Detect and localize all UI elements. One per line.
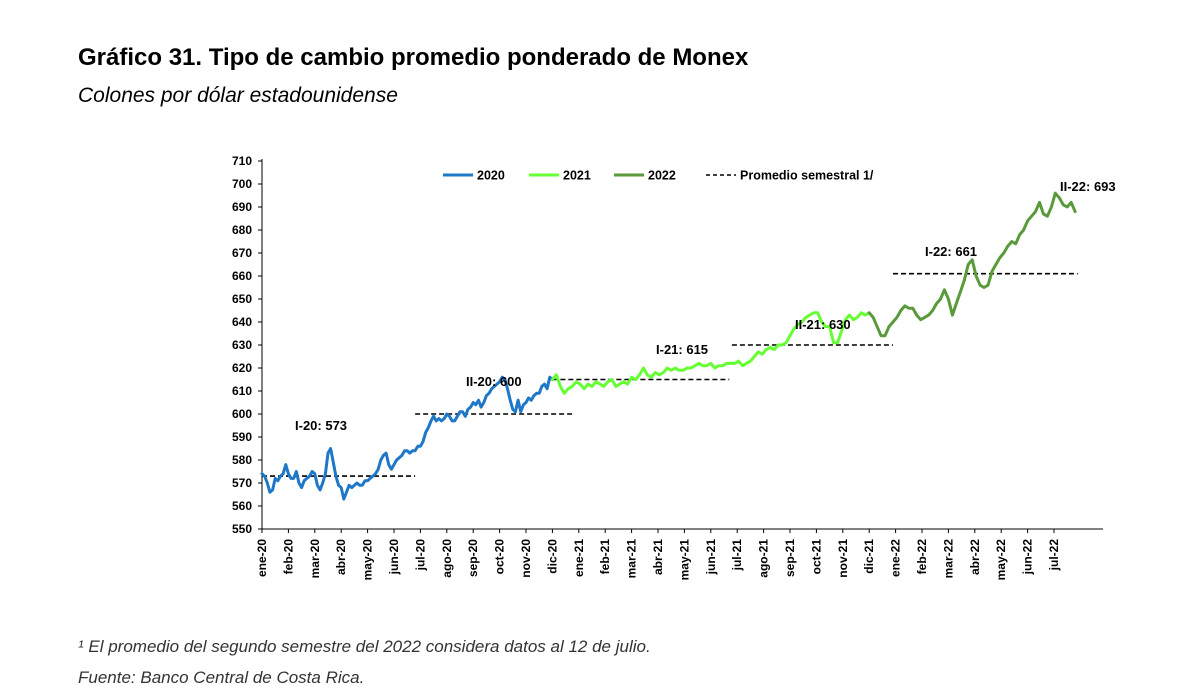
y-tick-label: 610 (232, 384, 252, 398)
legend-label: 2022 (648, 169, 676, 183)
x-tick-label: may-21 (677, 539, 691, 581)
x-tick-label: oct-21 (809, 539, 823, 575)
x-tick-label: jul-22 (1047, 539, 1061, 572)
semester-average-label: I-22: 661 (925, 244, 977, 259)
x-tick-label: dic-20 (545, 539, 559, 574)
footnote: ¹ El promedio del segundo semestre del 2… (78, 637, 651, 656)
y-tick-label: 570 (232, 476, 252, 490)
x-tick-label: ene-20 (255, 539, 269, 577)
x-tick-label: abr-20 (334, 539, 348, 575)
y-tick-label: 710 (232, 154, 252, 168)
series-line-2022 (867, 191, 1077, 338)
x-tick-label: jul-21 (730, 539, 744, 572)
x-tick-label: sep-21 (783, 539, 797, 577)
y-tick-label: 550 (232, 522, 252, 536)
x-tick-label: mar-20 (308, 539, 322, 579)
legend-label: 2021 (563, 169, 591, 183)
semester-average-label: II-20: 600 (466, 374, 522, 389)
x-tick-label: mar-21 (625, 539, 639, 579)
x-tick-label: abr-22 (968, 539, 982, 575)
y-tick-label: 590 (232, 430, 252, 444)
x-tick-label: ene-21 (572, 539, 586, 577)
y-tick-label: 580 (232, 453, 252, 467)
x-tick-label: ago-21 (757, 539, 771, 578)
x-tick-label: jun-21 (704, 539, 718, 576)
y-tick-label: 620 (232, 361, 252, 375)
x-tick-label: jul-20 (413, 539, 427, 572)
chart-title: Gráfico 31. Tipo de cambio promedio pond… (78, 44, 749, 71)
x-tick-label: jun-22 (1021, 539, 1035, 576)
y-tick-label: 680 (232, 223, 252, 237)
semester-average-label: II-22: 693 (1060, 179, 1116, 194)
y-tick-label: 560 (232, 499, 252, 513)
x-tick-label: may-22 (994, 539, 1008, 581)
semester-average-label: II-21: 630 (795, 317, 851, 332)
semester-average-label: I-21: 615 (656, 342, 708, 357)
x-tick-label: dic-21 (862, 539, 876, 574)
x-tick-label: oct-20 (493, 539, 507, 575)
y-tick-label: 640 (232, 315, 252, 329)
x-tick-label: feb-21 (598, 539, 612, 575)
semester-average-label: I-20: 573 (295, 418, 347, 433)
x-tick-label: may-20 (361, 539, 375, 581)
x-tick-label: ene-22 (889, 539, 903, 577)
y-tick-label: 700 (232, 177, 252, 191)
series-line-2021 (550, 311, 871, 395)
legend-label: 2020 (477, 169, 505, 183)
y-tick-label: 650 (232, 292, 252, 306)
y-tick-label: 670 (232, 246, 252, 260)
x-tick-label: abr-21 (651, 539, 665, 575)
series-line-2020 (260, 375, 554, 501)
x-tick-label: feb-22 (915, 539, 929, 575)
y-tick-label: 630 (232, 338, 252, 352)
chart-subtitle: Colones por dólar estadounidense (78, 84, 398, 107)
x-tick-label: sep-20 (466, 539, 480, 577)
source-note: Fuente: Banco Central de Costa Rica. (78, 668, 365, 687)
y-tick-label: 660 (232, 269, 252, 283)
x-tick-label: ago-20 (440, 539, 454, 578)
x-tick-label: mar-22 (941, 539, 955, 579)
y-tick-label: 690 (232, 200, 252, 214)
x-tick-label: feb-20 (281, 539, 295, 575)
x-tick-label: nov-20 (519, 539, 533, 578)
y-tick-label: 600 (232, 407, 252, 421)
legend-label: Promedio semestral 1/ (740, 169, 874, 183)
x-tick-label: jun-20 (387, 539, 401, 576)
x-tick-label: nov-21 (836, 539, 850, 578)
